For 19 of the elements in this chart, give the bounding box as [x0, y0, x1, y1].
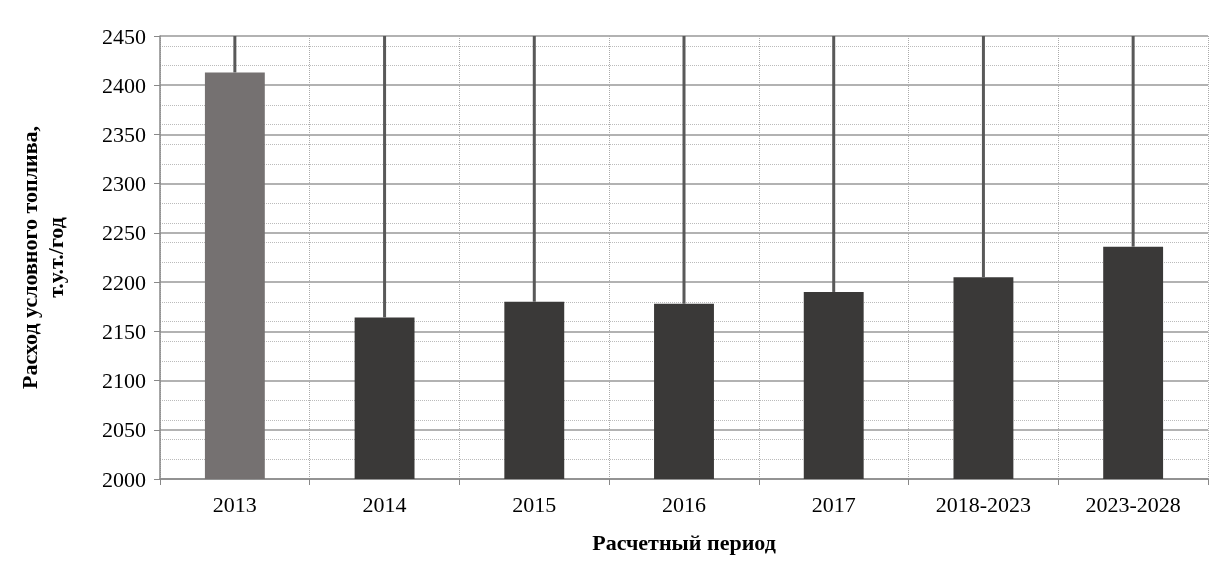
- x-axis-title: Расчетный период: [592, 529, 776, 555]
- y-tick-label: 2200: [102, 269, 146, 295]
- x-tick-label: 2017: [811, 491, 856, 517]
- x-tick-label: 2016: [662, 491, 706, 517]
- y-axis-title: Расход условного топлива, т.у.т./год: [16, 125, 68, 390]
- y-tick-label: 2400: [102, 72, 146, 98]
- y-tick-label: 2450: [102, 23, 146, 49]
- y-tick-label: 2300: [102, 171, 146, 197]
- y-tick-label: 2150: [102, 318, 146, 344]
- y-tick-label: 2100: [102, 368, 146, 394]
- x-tick-label: 2018-2023: [935, 491, 1032, 517]
- x-tick-label: 2013: [212, 491, 257, 517]
- y-tick-label: 2000: [102, 466, 146, 492]
- x-tick-label: 2014: [362, 491, 407, 517]
- y-tick-label: 2250: [102, 220, 146, 246]
- x-tick-label: 2023-2028: [1085, 491, 1181, 517]
- y-tick-label: 2050: [102, 417, 146, 443]
- y-tick-label: 2350: [102, 121, 146, 147]
- x-tick-label: 2015: [512, 491, 557, 517]
